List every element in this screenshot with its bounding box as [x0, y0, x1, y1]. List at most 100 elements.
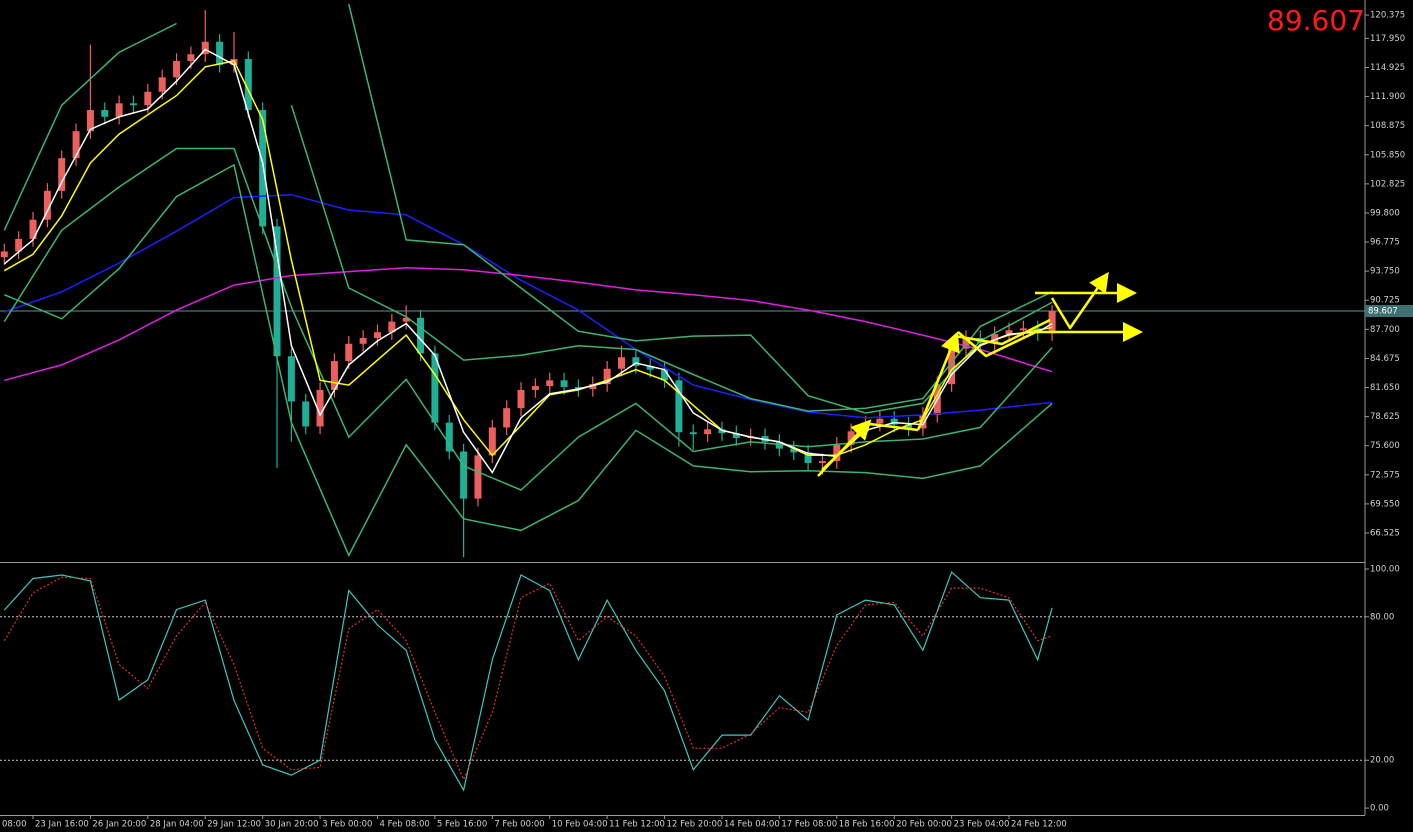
- candle-body: [1048, 310, 1056, 334]
- oscillator-line: [3, 571, 1053, 792]
- y-tick-label: 93.750: [1370, 267, 1400, 277]
- candle-body: [517, 389, 525, 409]
- current-price-label: 89.607: [1368, 306, 1398, 316]
- indicator-line: [4, 267, 1053, 382]
- candle-body: [905, 424, 913, 429]
- candle-body: [187, 54, 195, 61]
- indicator-line: [3, 147, 1053, 491]
- indicator-line: [3, 60, 1053, 457]
- candle-body: [948, 348, 956, 385]
- candle-body: [833, 444, 841, 462]
- x-tick-label: 12 Feb 20:00: [667, 820, 723, 830]
- candle-body: [732, 433, 740, 439]
- candle-body: [689, 432, 697, 435]
- candle-body: [675, 380, 683, 433]
- y-tick-label: 75.600: [1370, 441, 1400, 451]
- candle-body: [86, 110, 94, 132]
- x-tick-label: 08:00: [2, 820, 27, 830]
- candle-body: [72, 131, 80, 159]
- candle-body: [790, 448, 798, 453]
- candle-body: [115, 103, 123, 117]
- candle-body: [488, 427, 496, 456]
- annotations: [817, 271, 1143, 477]
- trend-line: [957, 328, 1041, 358]
- x-tick-label: 23 Feb 04:00: [954, 820, 1010, 830]
- candle-body: [531, 386, 539, 390]
- x-tick-label: 11 Feb 12:00: [609, 820, 665, 830]
- candle-body: [43, 190, 51, 220]
- candle-body: [29, 219, 37, 239]
- candle-body: [704, 429, 712, 435]
- x-tick-label: 5 Feb 16:00: [437, 820, 487, 830]
- current-price-box: [1365, 304, 1413, 317]
- candle-body: [402, 317, 410, 322]
- candle-body: [388, 321, 396, 333]
- y-tick-label: 120.375: [1370, 11, 1405, 21]
- indicator-line: [3, 22, 1053, 412]
- candle-body: [804, 452, 812, 464]
- candle-body: [330, 361, 338, 390]
- trend-line: [821, 422, 919, 471]
- x-tick-label: 10 Feb 04:00: [552, 820, 608, 830]
- y-tick-label: 105.850: [1370, 150, 1405, 160]
- indicator-line: [348, 4, 1053, 414]
- x-tick-label: 14 Feb 04:00: [724, 820, 780, 830]
- y-tick-label: 20.00: [1370, 756, 1394, 766]
- y-tick-label: 111.900: [1370, 92, 1405, 102]
- candle-body: [632, 357, 640, 366]
- candle-body: [474, 455, 482, 499]
- indicator-line: [4, 193, 1053, 419]
- x-tick-label: 30 Jan 20:00: [265, 820, 319, 830]
- candle-body: [259, 110, 267, 227]
- candle-body: [316, 389, 324, 427]
- candle-body: [287, 356, 295, 402]
- oscillator-pane: [0, 571, 1365, 792]
- candle-body: [173, 60, 181, 78]
- y-tick-label: 102.825: [1370, 179, 1405, 189]
- candle-body: [546, 380, 554, 387]
- candle-body: [431, 353, 439, 423]
- price-display: 89.607: [1267, 4, 1365, 37]
- candle-body: [603, 368, 611, 385]
- candle-body: [273, 226, 281, 357]
- candle-body: [589, 384, 597, 389]
- y-tick-label: 96.775: [1370, 238, 1400, 248]
- y-tick-label: 87.700: [1370, 325, 1400, 335]
- candle-body: [460, 451, 468, 499]
- x-tick-label: 3 Feb 00:00: [322, 820, 372, 830]
- candle-body: [15, 238, 23, 252]
- x-tick-label: 26 Jan 20:00: [92, 820, 146, 830]
- candle-body: [574, 387, 582, 389]
- candle-body: [718, 429, 726, 434]
- trend-line: [954, 318, 1051, 346]
- candle-body: [876, 418, 884, 424]
- candle-body: [302, 401, 310, 427]
- y-tick-label: 84.675: [1370, 354, 1400, 364]
- y-tick-label: 0.00: [1370, 804, 1389, 814]
- candle-body: [503, 408, 511, 428]
- candle-body: [58, 158, 66, 191]
- y-tick-label: 99.800: [1370, 208, 1400, 218]
- y-tick-label: 66.525: [1370, 529, 1400, 539]
- candle-body: [359, 337, 367, 344]
- candle-body: [661, 369, 669, 381]
- candle-body: [158, 77, 166, 92]
- y-tick-label: 78.625: [1370, 412, 1400, 422]
- candle-body: [244, 59, 252, 111]
- candle-body: [919, 414, 927, 429]
- candle-body: [144, 91, 152, 106]
- y-tick-label: 100.00: [1370, 564, 1400, 574]
- candle-body: [991, 334, 999, 343]
- y-tick-label: 108.875: [1370, 121, 1405, 131]
- y-tick-label: 117.950: [1370, 34, 1405, 44]
- y-tick-label: 80.00: [1370, 612, 1394, 622]
- candle-body: [1005, 330, 1013, 335]
- main-pane: [0, 4, 1365, 558]
- x-tick-label: 7 Feb 00:00: [494, 820, 544, 830]
- candle-body: [775, 441, 783, 449]
- candle-body: [560, 380, 568, 388]
- candle-body: [818, 461, 826, 464]
